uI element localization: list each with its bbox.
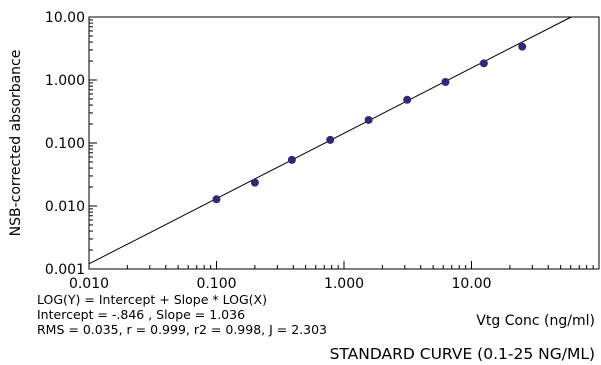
- x-tick-label: 0.010: [69, 276, 109, 292]
- chart-title: STANDARD CURVE (0.1-25 NG/ML): [329, 345, 595, 363]
- equation-line-1: LOG(Y) = Intercept + Slope * LOG(X): [37, 292, 267, 307]
- data-point: [250, 178, 259, 187]
- y-axis-label: NSB-corrected absorbance: [8, 50, 24, 237]
- data-point: [518, 42, 527, 51]
- data-point: [326, 135, 335, 144]
- data-points: [212, 42, 527, 204]
- y-axis-ticks: 10.00 1.000 0.100 0.010 0.001: [45, 10, 97, 278]
- y-tick-label: 0.010: [45, 199, 85, 215]
- data-point: [441, 77, 450, 86]
- x-tick-label: 10.00: [451, 276, 491, 292]
- plot-frame: [88, 16, 600, 270]
- data-point: [212, 195, 221, 204]
- data-point: [479, 59, 488, 68]
- equation-line-2: Intercept = -.846 , Slope = 1.036: [37, 307, 246, 322]
- y-tick-label: 1.000: [45, 73, 85, 89]
- data-point: [364, 115, 373, 124]
- x-axis-ticks: 0.010 0.100 1.000 10.00: [69, 261, 594, 292]
- y-tick-label: 0.001: [45, 262, 85, 278]
- data-point: [403, 95, 412, 104]
- data-point: [287, 155, 296, 164]
- x-axis-label: Vtg Conc (ng/ml): [476, 313, 595, 329]
- x-tick-label: 0.100: [196, 276, 236, 292]
- x-tick-label: 1.000: [324, 276, 364, 292]
- y-tick-label: 0.100: [45, 136, 85, 152]
- y-tick-label: 10.00: [45, 10, 85, 26]
- equation-line-3: RMS = 0.035, r = 0.999, r2 = 0.998, J = …: [37, 322, 327, 337]
